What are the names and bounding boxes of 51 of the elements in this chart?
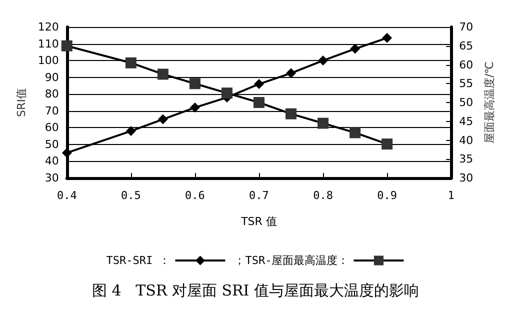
x-tick-label: 0.8 (313, 189, 333, 202)
legend-label: TSR-SRI ： (106, 254, 170, 267)
x-tick-label: 1 (448, 189, 454, 202)
y-tick-label: 50 (44, 138, 59, 151)
y2-tick-label: 50 (459, 96, 474, 109)
x-tick-label: 0.9 (377, 189, 398, 202)
y2-axis-title: 屋面最高温度/℃ (483, 61, 496, 144)
x-tick-label: 0.4 (56, 189, 78, 202)
x-tick-label: 0.7 (249, 189, 269, 202)
point (254, 79, 264, 90)
y-tick-label: 120 (38, 20, 59, 34)
y-axis-title: SRI值 (15, 88, 28, 117)
y-tick-label: 80 (44, 88, 59, 101)
point (157, 68, 168, 80)
point (350, 44, 360, 54)
y-tick-label: 60 (44, 121, 59, 134)
y-tick-label: 40 (44, 154, 59, 168)
point (318, 56, 328, 66)
y-tick-label: 30 (44, 172, 59, 184)
point (62, 148, 72, 158)
y-tick-label: 100 (38, 54, 59, 68)
point (189, 78, 200, 90)
point (382, 138, 393, 150)
y2-tick-label: 30 (459, 172, 474, 184)
point (318, 118, 329, 129)
y-tick-label: 90 (44, 70, 59, 84)
point (254, 97, 264, 108)
x-tick-label: 0.6 (185, 189, 205, 202)
legend-label: ；TSR-屋面最高温度： (234, 254, 349, 267)
y2-tick-label: 45 (459, 114, 474, 128)
point (126, 126, 136, 136)
y-tick-label: 110 (38, 37, 59, 50)
y-tick-label: 70 (44, 104, 59, 118)
point (286, 68, 296, 78)
y2-tick-label: 65 (459, 39, 474, 52)
point (382, 32, 392, 43)
point (158, 114, 168, 124)
point (221, 88, 232, 99)
x-axis-title: TSR 值 (240, 215, 277, 228)
point (286, 108, 297, 120)
y2-tick-label: 55 (459, 77, 474, 90)
point (61, 40, 72, 52)
point (190, 102, 200, 113)
text: 图 4 TSR 对屋面 SRI 值与屋面最大温度的影响 (92, 282, 419, 300)
y2-tick-label: 70 (459, 20, 474, 34)
y2-tick-label: 60 (459, 58, 474, 72)
y2-tick-label: 40 (459, 134, 474, 147)
point (350, 127, 361, 138)
y2-tick-label: 35 (459, 152, 474, 166)
point (125, 57, 136, 68)
x-tick-label: 0.5 (120, 189, 141, 202)
